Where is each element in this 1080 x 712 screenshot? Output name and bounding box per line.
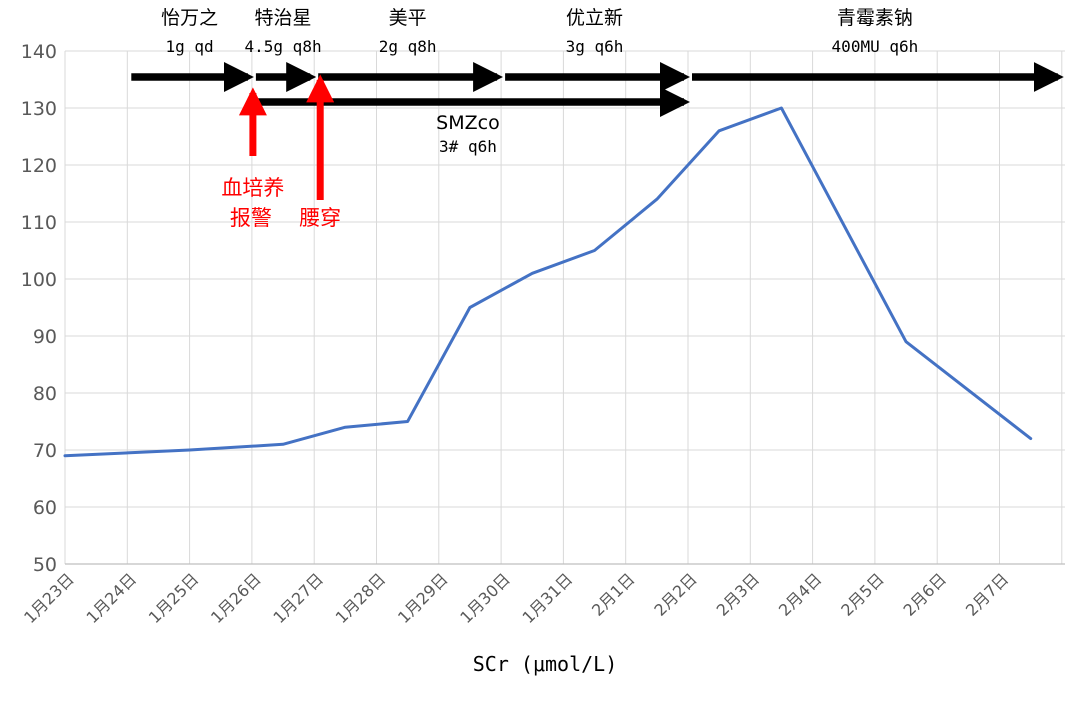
- x-tick-label: 2月2日: [650, 569, 700, 619]
- y-tick-label: 60: [33, 497, 57, 519]
- medication-dose: 2g q8h: [379, 37, 437, 56]
- medication-name: 怡万之: [161, 7, 218, 29]
- x-axis-title: SCr (μmol/L): [473, 652, 618, 676]
- gridlines: [64, 50, 1065, 565]
- x-tick-label: 1月30日: [456, 569, 514, 627]
- medication-name: 美平: [389, 7, 427, 29]
- x-tick-label: 2月4日: [775, 569, 825, 619]
- x-tick-label: 1月23日: [20, 569, 78, 627]
- x-tick-label: 1月28日: [332, 569, 390, 627]
- medication-timeline: 怡万之 1g qd 特治星 4.5g q8h 美平 2g q8h 优立新 3g q6h 青霉素钠…: [131, 7, 1064, 156]
- event-label: 报警: [230, 206, 272, 230]
- medication-name: 优立新: [566, 7, 623, 29]
- y-tick-labels: 50 60 70 80 90 100 110 120 130 140: [21, 41, 57, 576]
- y-tick-label: 130: [21, 98, 57, 120]
- x-tick-label: 1月27日: [269, 569, 327, 627]
- medication-dose: 3g q6h: [566, 37, 624, 56]
- y-tick-label: 90: [33, 326, 57, 348]
- y-tick-label: 120: [21, 155, 57, 177]
- event-label: 血培养: [221, 176, 284, 200]
- y-tick-label: 70: [33, 440, 57, 462]
- event-label: 腰穿: [299, 206, 341, 230]
- x-tick-label: 1月25日: [145, 569, 203, 627]
- medication-name: SMZco: [436, 112, 500, 134]
- x-tick-label: 2月1日: [588, 569, 638, 619]
- medication-dose: 4.5g q8h: [245, 37, 322, 56]
- x-tick-label: 2月3日: [713, 569, 763, 619]
- x-tick-label: 1月29日: [394, 569, 452, 627]
- y-tick-label: 50: [33, 554, 57, 576]
- medication-dose: 1g qd: [166, 37, 214, 56]
- medication-dose: 400MU q6h: [832, 37, 919, 56]
- medication-name: 特治星: [255, 7, 312, 29]
- y-tick-label: 140: [21, 41, 57, 63]
- x-tick-label: 1月31日: [519, 569, 577, 627]
- x-tick-label: 2月6日: [900, 569, 950, 619]
- x-tick-label: 1月26日: [207, 569, 265, 627]
- x-tick-label: 2月5日: [837, 569, 887, 619]
- x-tick-labels: 1月23日 1月24日 1月25日 1月26日 1月27日 1月28日 1月29日 1月30日…: [20, 569, 1012, 627]
- medication-dose: 3# q6h: [439, 137, 497, 156]
- y-tick-label: 100: [21, 269, 57, 291]
- medication-name: 青霉素钠: [837, 7, 913, 29]
- x-tick-label: 2月7日: [962, 569, 1012, 619]
- scr-series-line: [63, 106, 1033, 458]
- y-tick-label: 110: [21, 212, 57, 234]
- x-tick-label: 1月24日: [82, 569, 140, 627]
- y-tick-label: 80: [33, 383, 57, 405]
